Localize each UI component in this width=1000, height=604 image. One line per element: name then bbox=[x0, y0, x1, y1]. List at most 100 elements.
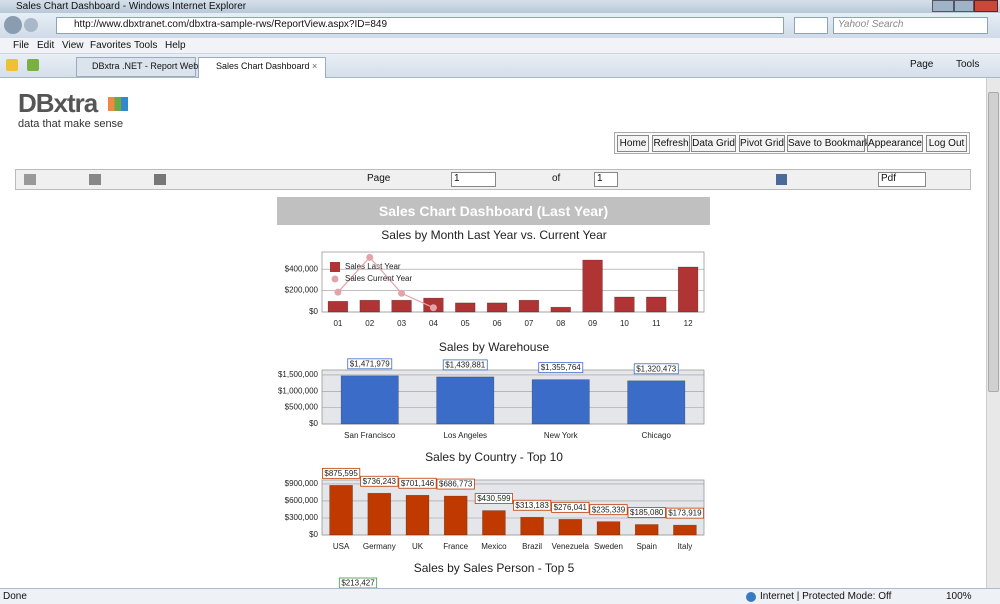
nav-button[interactable]: Pivot Grid bbox=[739, 135, 785, 152]
bar bbox=[340, 375, 399, 425]
x-tick-label: 04 bbox=[429, 319, 438, 328]
tab-active[interactable]: Sales Chart Dashboard × bbox=[198, 57, 326, 78]
line-point bbox=[398, 289, 406, 297]
search-input[interactable]: Yahoo! Search bbox=[833, 17, 988, 34]
menu-item[interactable]: File bbox=[13, 40, 30, 51]
bar bbox=[405, 494, 430, 536]
nav-button[interactable]: Refresh bbox=[652, 135, 690, 152]
value-label: $313,183 bbox=[515, 501, 549, 510]
x-tick-label: Italy bbox=[678, 542, 693, 551]
tools-menu[interactable]: Tools bbox=[956, 59, 980, 70]
y-tick-label: $0 bbox=[309, 307, 318, 316]
of-label: of bbox=[552, 173, 561, 184]
toolbar-icon[interactable] bbox=[24, 174, 36, 185]
value-label-box bbox=[347, 358, 393, 370]
page-count[interactable]: 1 bbox=[594, 172, 618, 187]
value-label-box bbox=[627, 507, 666, 518]
x-tick-label: 10 bbox=[620, 319, 629, 328]
tab[interactable]: DBxtra .NET - Report Web ... bbox=[76, 57, 208, 77]
x-tick-label: 12 bbox=[684, 319, 693, 328]
window-title: Sales Chart Dashboard - Windows Internet… bbox=[16, 1, 247, 12]
nav-button[interactable]: Appearance bbox=[867, 135, 923, 152]
report-toolbar: Page 1 of 1 Pdf bbox=[15, 169, 971, 190]
tab-title: Sales Chart Dashboard bbox=[216, 61, 310, 71]
bar bbox=[634, 524, 659, 536]
bar bbox=[646, 296, 667, 313]
page-value: 1 bbox=[454, 173, 460, 184]
nav-button[interactable]: Home bbox=[617, 135, 649, 152]
value-label-box bbox=[338, 577, 378, 588]
menu-item[interactable]: Edit bbox=[37, 40, 55, 51]
x-tick-label: 01 bbox=[333, 319, 342, 328]
legend-swatch bbox=[330, 262, 340, 272]
menu-item[interactable]: Help bbox=[165, 40, 186, 51]
tab-close[interactable]: × bbox=[312, 61, 318, 71]
nav-button[interactable]: Data Grid bbox=[691, 135, 736, 152]
x-tick-label: Sweden bbox=[594, 542, 623, 551]
value-label: $276,041 bbox=[554, 503, 588, 512]
x-tick-label: UK bbox=[412, 542, 424, 551]
y-tick-label: $1,500,000 bbox=[278, 370, 319, 379]
plot-area bbox=[321, 251, 705, 313]
close-button[interactable] bbox=[974, 0, 998, 12]
value-label-box bbox=[474, 493, 513, 504]
value-label-box bbox=[513, 499, 552, 511]
forward-button[interactable] bbox=[24, 18, 38, 32]
x-tick-label: Venezuela bbox=[552, 542, 590, 551]
x-tick-label: 03 bbox=[397, 319, 406, 328]
nav-button[interactable]: Log Out bbox=[926, 135, 967, 152]
bar bbox=[455, 302, 476, 313]
value-label-box bbox=[322, 467, 361, 479]
scroll-thumb[interactable] bbox=[988, 92, 999, 392]
x-tick-label: Mexico bbox=[481, 542, 507, 551]
nav-button[interactable]: Save to Bookmark bbox=[787, 135, 870, 152]
value-label: $701,146 bbox=[401, 479, 435, 488]
save-icon[interactable] bbox=[776, 174, 787, 185]
title-bar: Sales Chart Dashboard - Windows Internet… bbox=[0, 0, 1000, 13]
print-icon[interactable] bbox=[89, 174, 101, 185]
format-select[interactable]: Pdf bbox=[878, 172, 926, 187]
legend-label: Sales Last Year bbox=[345, 262, 401, 271]
status-zoom[interactable]: 100% bbox=[946, 591, 972, 602]
x-tick-label: Brazil bbox=[522, 542, 542, 551]
value-label-box bbox=[665, 507, 704, 519]
minimize-button[interactable] bbox=[932, 0, 954, 12]
bar bbox=[518, 299, 540, 313]
line-point bbox=[429, 304, 437, 312]
x-tick-label: 09 bbox=[588, 319, 597, 328]
value-label: $173,919 bbox=[668, 509, 702, 518]
menu-item[interactable]: View bbox=[62, 40, 84, 51]
status-text: Done bbox=[3, 591, 27, 602]
status-zone: Internet | Protected Mode: Off bbox=[760, 591, 892, 602]
favorites-icon[interactable] bbox=[6, 59, 18, 71]
value-label-box bbox=[360, 475, 399, 487]
x-tick-label: 08 bbox=[556, 319, 565, 328]
nav-buttons: Home Refresh Data Grid Pivot Grid Save to Bo… bbox=[614, 132, 970, 154]
export-icon[interactable] bbox=[154, 174, 166, 185]
page-select[interactable]: 1 bbox=[451, 172, 496, 187]
chart-title: Sales by Month Last Year vs. Current Yea… bbox=[381, 228, 606, 242]
maximize-button[interactable] bbox=[954, 0, 974, 12]
line bbox=[337, 256, 434, 309]
refresh-stop[interactable] bbox=[794, 17, 828, 34]
y-tick-label: $200,000 bbox=[285, 286, 319, 295]
page-menu[interactable]: Page bbox=[910, 59, 934, 70]
tab-title: DBxtra .NET - Report Web ... bbox=[92, 61, 209, 71]
value-label-box bbox=[538, 362, 584, 374]
globe-icon bbox=[746, 592, 756, 602]
add-favorites-icon[interactable] bbox=[27, 59, 39, 71]
bar bbox=[531, 379, 590, 425]
bar bbox=[627, 380, 686, 425]
back-button[interactable] bbox=[4, 16, 22, 34]
y-tick-label: $0 bbox=[309, 530, 318, 539]
address-input[interactable]: http://www.dbxtranet.com/dbxtra-sample-r… bbox=[56, 17, 784, 34]
scrollbar[interactable] bbox=[986, 78, 1000, 588]
bar bbox=[520, 516, 544, 536]
y-tick-label: $400,000 bbox=[285, 264, 319, 273]
menu-item[interactable]: Favorites bbox=[90, 40, 132, 51]
value-label: $430,599 bbox=[477, 494, 511, 503]
value-label: $1,320,473 bbox=[636, 364, 677, 373]
menu-item[interactable]: Tools bbox=[134, 40, 158, 51]
